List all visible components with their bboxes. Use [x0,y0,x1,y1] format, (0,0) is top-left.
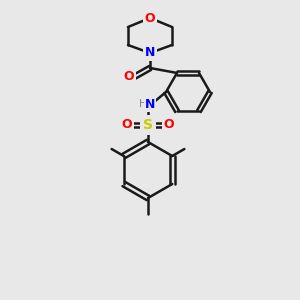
Text: N: N [145,98,155,110]
Text: O: O [124,70,134,83]
Text: H: H [139,99,147,109]
Text: O: O [122,118,132,131]
Text: O: O [164,118,174,131]
Text: S: S [143,118,153,132]
Text: O: O [145,11,155,25]
Text: N: N [145,46,155,59]
